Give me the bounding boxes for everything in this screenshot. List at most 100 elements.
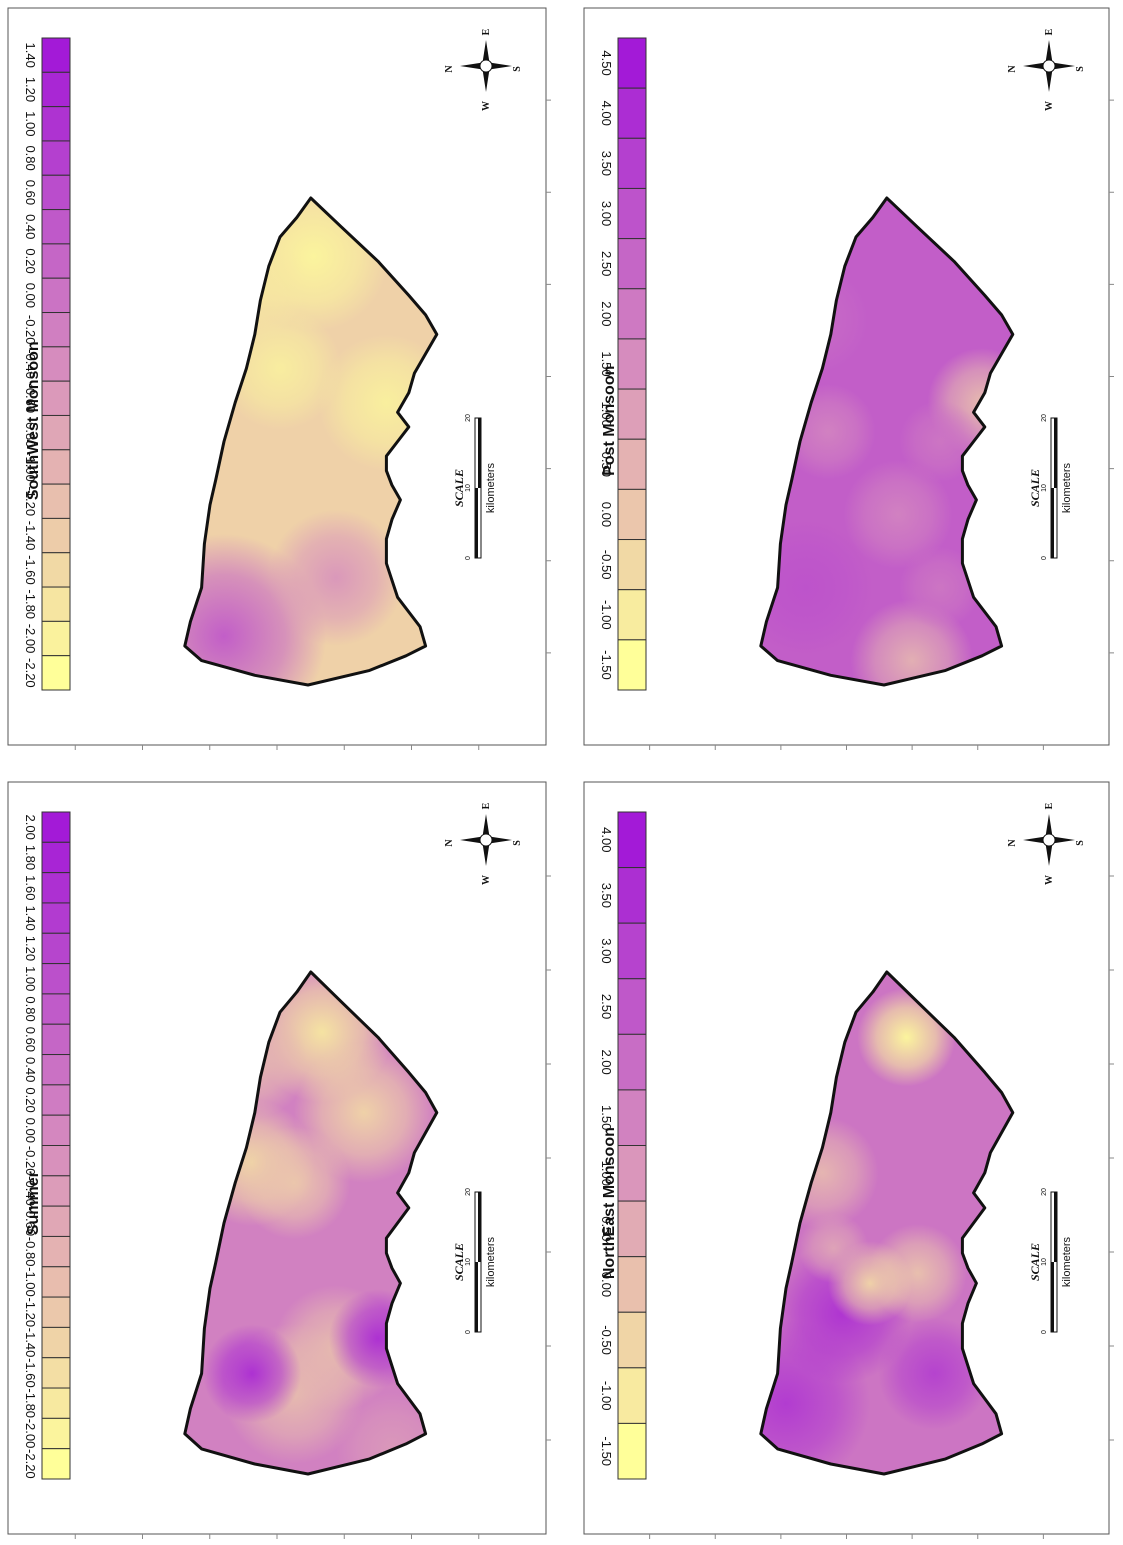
map-title: NorthEast Monsoon	[601, 1127, 618, 1279]
legend-label: -1.60	[23, 555, 38, 585]
legend-label: -1.80	[23, 1388, 38, 1418]
legend-swatch	[41, 872, 71, 904]
legend-swatch	[41, 174, 71, 211]
scale-bar-segment	[1051, 488, 1054, 558]
study-area-outline	[183, 196, 439, 687]
legend-swatch	[41, 1357, 71, 1389]
legend-swatch	[617, 1145, 647, 1202]
scale-tick-label: 20	[1041, 414, 1048, 422]
legend-swatch	[41, 346, 71, 382]
legend-swatch	[617, 978, 647, 1035]
legend-label: -0.50	[599, 550, 614, 580]
legend-label: 0.20	[23, 248, 38, 273]
scale-unit: kilometers	[1061, 1236, 1073, 1287]
scale-unit: kilometers	[485, 1236, 497, 1287]
legend-label: -1.80	[23, 589, 38, 619]
legend-label: -0.50	[599, 1325, 614, 1355]
legend-swatch	[617, 1311, 647, 1369]
legend-label: 1.20	[23, 936, 38, 961]
legend-label: -0.60	[23, 1206, 38, 1236]
scale-bar-segment	[1054, 418, 1057, 488]
legend-swatch	[41, 1145, 71, 1177]
legend-label: 1.20	[23, 77, 38, 102]
legend-label: 1.00	[599, 401, 614, 426]
legend-swatch	[617, 1033, 647, 1091]
legend-label: -0.80	[23, 1237, 38, 1267]
legend-swatch	[617, 488, 647, 541]
legend-swatch	[41, 655, 71, 691]
scale-tick-label: 10	[465, 484, 472, 492]
legend-swatch	[41, 1084, 71, 1116]
scale-bar: 0 10 20 SCALE kilometers	[452, 414, 497, 560]
legend-label: 0.40	[23, 1057, 38, 1082]
legend-label: 2.00	[599, 301, 614, 326]
study-area-outline	[759, 196, 1015, 687]
legend-swatch	[41, 841, 71, 874]
legend-label: 2.00	[23, 815, 38, 840]
legend-swatch	[41, 586, 71, 622]
compass-center	[1042, 833, 1056, 847]
legend-label: -2.00	[23, 1419, 38, 1449]
north-arrow-icon: N S E W	[444, 28, 523, 111]
scale-tick-label: 10	[1041, 484, 1048, 492]
legend-label: 1.40	[23, 905, 38, 930]
legend-swatch	[41, 71, 71, 108]
legend-swatch	[617, 639, 647, 691]
legend-label: 1.60	[23, 875, 38, 900]
legend-swatch	[41, 106, 71, 142]
scale-bar: 0 10 20 SCALE kilometers	[1028, 1188, 1073, 1334]
legend-label: 1.50	[599, 1105, 614, 1130]
scale-bar-segment	[478, 418, 481, 488]
legend-swatch	[617, 539, 647, 591]
legend-label: -0.40	[23, 349, 38, 379]
compass-center	[479, 59, 493, 73]
compass-letter-n: N	[1007, 65, 1018, 73]
legend-label: -2.20	[23, 658, 38, 688]
scale-bar-segment	[1051, 1262, 1054, 1332]
scale-title: SCALE	[1028, 1243, 1042, 1281]
legend-swatch	[617, 811, 647, 869]
legend-swatch	[41, 37, 71, 73]
legend-label: 2.00	[599, 1049, 614, 1074]
legend-swatch	[41, 552, 71, 588]
compass-letter-s: S	[1075, 840, 1086, 846]
legend-swatch	[41, 1296, 71, 1328]
legend-swatch	[617, 1200, 647, 1258]
legend-label: 0.80	[23, 996, 38, 1021]
legend-label: 2.50	[599, 251, 614, 276]
legend-swatch	[41, 1235, 71, 1268]
scale-tick-label: 20	[465, 414, 472, 422]
legend-swatch	[41, 963, 71, 995]
map-panel-northeast: NorthEast Monsoon 4.00 3.50 3.00 2.50 2.00 1.5…	[583, 781, 1114, 1539]
compass-letter-e: E	[1044, 802, 1055, 809]
scale-bar: 0 10 20 SCALE kilometers	[452, 1188, 497, 1334]
legend-label: 4.50	[599, 50, 614, 75]
legend-label: 3.00	[599, 201, 614, 226]
legend-label: -0.60	[23, 383, 38, 413]
legend-label: 0.20	[23, 1087, 38, 1112]
compass-letter-n: N	[444, 65, 455, 73]
compass-letter-w: W	[1044, 101, 1055, 111]
legend-label: -2.20	[23, 1449, 38, 1479]
legend-swatch	[41, 277, 71, 314]
legend-label: -1.60	[23, 1358, 38, 1388]
legend-swatch	[41, 1023, 71, 1056]
legend-swatch	[617, 137, 647, 189]
legend-label: 0.60	[23, 180, 38, 205]
legend-label: -0.20	[23, 315, 38, 345]
study-area-outline	[759, 970, 1015, 1476]
legend-label: -2.00	[23, 624, 38, 654]
legend-label: 1.00	[23, 111, 38, 136]
legend-swatch	[41, 932, 71, 965]
legend-label: -1.20	[23, 1297, 38, 1327]
scale-tick-label: 10	[465, 1258, 472, 1266]
map-title: Post Monsoon	[601, 366, 618, 476]
scale-tick-label: 0	[465, 556, 472, 560]
legend-label: -0.20	[23, 1146, 38, 1176]
legend-swatch	[41, 902, 71, 934]
legend-label: 0.00	[23, 283, 38, 308]
legend-label: 1.00	[23, 966, 38, 991]
legend-swatch	[617, 388, 647, 440]
legend-swatch	[617, 288, 647, 340]
legend-label: 0.60	[23, 1027, 38, 1052]
